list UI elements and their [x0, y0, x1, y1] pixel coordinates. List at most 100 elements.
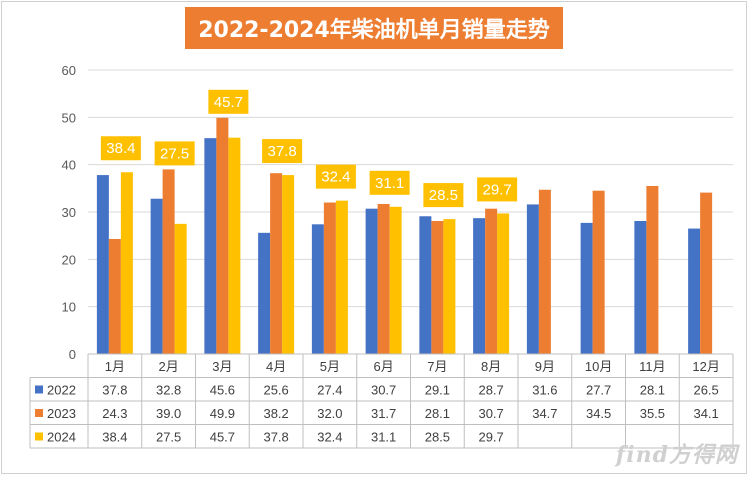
- x-tick-label: 10月: [585, 359, 612, 374]
- x-tick-label: 11月: [639, 359, 666, 374]
- bar-2024-2月: [174, 223, 187, 354]
- data-label-box: [477, 177, 518, 202]
- x-tick-label: 4月: [266, 359, 286, 374]
- legend-swatch-2023: [35, 409, 43, 417]
- y-tick-label: 10: [62, 300, 76, 315]
- table-cell: 25.6: [263, 383, 288, 398]
- y-tick-label: 20: [62, 252, 76, 267]
- table-cell: 32.0: [317, 406, 342, 421]
- table-cell: 35.5: [640, 406, 665, 421]
- bar-2022-5月: [311, 224, 324, 354]
- data-label: 37.8: [268, 143, 297, 160]
- table-cell: 27.7: [586, 383, 611, 398]
- bar-2024-8月: [497, 213, 510, 354]
- table-cell: 45.7: [210, 430, 235, 445]
- bar-2022-4月: [258, 232, 271, 354]
- table-cell: 28.1: [640, 383, 665, 398]
- bar-2022-7月: [419, 216, 432, 354]
- data-label: 32.4: [321, 169, 350, 186]
- bar-2023-10月: [592, 190, 605, 354]
- bar-2022-9月: [526, 204, 539, 354]
- bar-2022-11月: [634, 220, 647, 354]
- table-cell: 26.5: [693, 383, 718, 398]
- table-cell: 31.1: [371, 430, 396, 445]
- x-tick-label: 2月: [159, 359, 179, 374]
- table-cell: 24.3: [102, 406, 127, 421]
- bar-2022-12月: [688, 228, 701, 354]
- table-cell: 32.4: [317, 430, 342, 445]
- bar-2024-3月: [228, 137, 241, 354]
- x-tick-label: 5月: [320, 359, 340, 374]
- legend-label-2022: 2022: [47, 383, 76, 398]
- table-cell: 29.1: [425, 383, 450, 398]
- bar-2023-2月: [162, 169, 175, 354]
- table-cell: 39.0: [156, 406, 181, 421]
- bar-2023-12月: [700, 192, 713, 354]
- bar-2023-5月: [323, 202, 336, 354]
- bar-2024-4月: [282, 175, 295, 354]
- x-tick-label: 3月: [212, 359, 232, 374]
- data-label-box: [315, 164, 356, 189]
- table-cell: 34.1: [693, 406, 718, 421]
- y-tick-label: 0: [69, 347, 76, 362]
- bar-2022-6月: [365, 208, 378, 354]
- table-cell: 30.7: [371, 383, 396, 398]
- y-tick-label: 50: [62, 110, 76, 125]
- bar-2022-1月: [96, 175, 109, 354]
- table-cell: 28.5: [425, 430, 450, 445]
- data-label-box: [154, 141, 195, 166]
- table-cell: 27.5: [156, 430, 181, 445]
- data-label: 29.7: [483, 181, 512, 198]
- legend-label-2023: 2023: [47, 406, 76, 421]
- table-cell: 28.1: [425, 406, 450, 421]
- table-cell: 38.2: [263, 406, 288, 421]
- bar-2023-9月: [538, 189, 551, 354]
- table-cell: 37.8: [102, 383, 127, 398]
- x-tick-label: 6月: [374, 359, 394, 374]
- bar-2023-4月: [270, 173, 283, 354]
- table-cell: 30.7: [478, 406, 503, 421]
- bar-2023-1月: [108, 238, 121, 354]
- bar-2023-7月: [431, 220, 444, 354]
- data-label: 27.5: [160, 145, 189, 162]
- bar-2022-10月: [580, 222, 593, 354]
- x-tick-label: 9月: [535, 359, 555, 374]
- table-cell: 27.4: [317, 383, 342, 398]
- bar-2024-1月: [120, 172, 133, 354]
- data-label: 31.1: [375, 175, 404, 192]
- data-label: 28.5: [429, 187, 458, 204]
- bar-2024-6月: [389, 206, 402, 354]
- table-cell: 29.7: [478, 430, 503, 445]
- x-tick-label: 7月: [427, 359, 447, 374]
- y-tick-label: 30: [62, 205, 76, 220]
- legend-swatch-2022: [35, 385, 43, 394]
- data-label-box: [262, 139, 303, 164]
- data-label-box: [208, 89, 249, 114]
- bar-2023-8月: [485, 208, 498, 354]
- table-cell: 28.7: [478, 383, 503, 398]
- bar-2022-8月: [473, 218, 486, 354]
- table-cell: 32.8: [156, 383, 181, 398]
- x-tick-label: 8月: [481, 359, 501, 374]
- data-label-box: [423, 183, 464, 208]
- table-cell: 38.4: [102, 430, 127, 445]
- table-cell: 45.6: [210, 383, 235, 398]
- data-label-box: [369, 170, 410, 195]
- chart-title: 2022-2024年柴油机单月销量走势: [198, 18, 550, 43]
- bar-2023-11月: [646, 185, 659, 354]
- y-tick-label: 60: [62, 63, 76, 78]
- bar-2023-3月: [216, 117, 229, 354]
- chart-title-banner: 2022-2024年柴油机单月销量走势: [185, 7, 563, 49]
- data-label: 38.4: [106, 140, 135, 157]
- y-tick-label: 40: [62, 158, 76, 173]
- data-label-box: [100, 136, 141, 161]
- bar-2023-6月: [377, 203, 390, 354]
- bar-2022-3月: [204, 138, 217, 354]
- legend-swatch-2024: [35, 432, 43, 441]
- watermark-logo: find方得网: [615, 442, 738, 468]
- legend-label-2024: 2024: [47, 430, 76, 445]
- table-cell: 31.6: [532, 383, 557, 398]
- table-cell: 34.5: [586, 406, 611, 421]
